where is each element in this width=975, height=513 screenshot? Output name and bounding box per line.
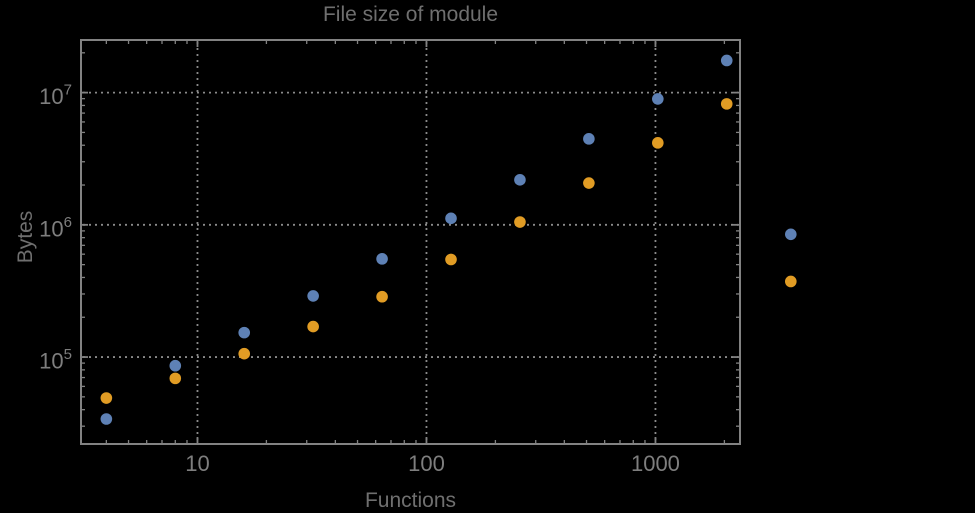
data-point-series-blue xyxy=(100,413,113,425)
data-point-series-blue xyxy=(652,93,664,105)
y-tick-label: 105 xyxy=(39,346,72,374)
data-point-series-orange xyxy=(169,372,182,385)
y-tick-label: 107 xyxy=(39,82,72,110)
x-tick-label: 10 xyxy=(185,451,209,476)
data-point-series-blue xyxy=(376,253,388,265)
x-tick-label: 100 xyxy=(408,451,445,476)
y-tick-label: 106 xyxy=(39,214,72,242)
y-axis-label: Bytes xyxy=(14,210,37,264)
x-tick-label: 1000 xyxy=(631,451,680,476)
data-point-series-orange xyxy=(785,275,797,288)
plot-frame xyxy=(80,39,741,445)
data-point-series-orange xyxy=(583,177,595,189)
data-point-series-blue xyxy=(169,359,182,372)
data-point-series-orange xyxy=(652,137,664,149)
data-point-series-orange xyxy=(514,216,526,228)
data-point-series-orange xyxy=(307,320,319,333)
x-axis-label: Functions xyxy=(364,489,457,512)
data-point-series-orange xyxy=(238,347,251,360)
data-point-series-orange xyxy=(445,253,457,266)
data-point-series-blue xyxy=(583,133,595,145)
data-point-series-orange xyxy=(720,98,733,110)
data-point-series-blue xyxy=(785,228,797,241)
data-point-series-orange xyxy=(100,392,113,404)
data-point-series-blue xyxy=(307,290,319,302)
data-point-series-blue xyxy=(445,212,457,225)
data-point-series-blue xyxy=(514,174,526,186)
chart-title: File size of module xyxy=(322,3,499,26)
data-point-series-blue xyxy=(720,54,733,67)
data-point-series-blue xyxy=(238,326,251,339)
data-point-series-orange xyxy=(376,290,388,303)
